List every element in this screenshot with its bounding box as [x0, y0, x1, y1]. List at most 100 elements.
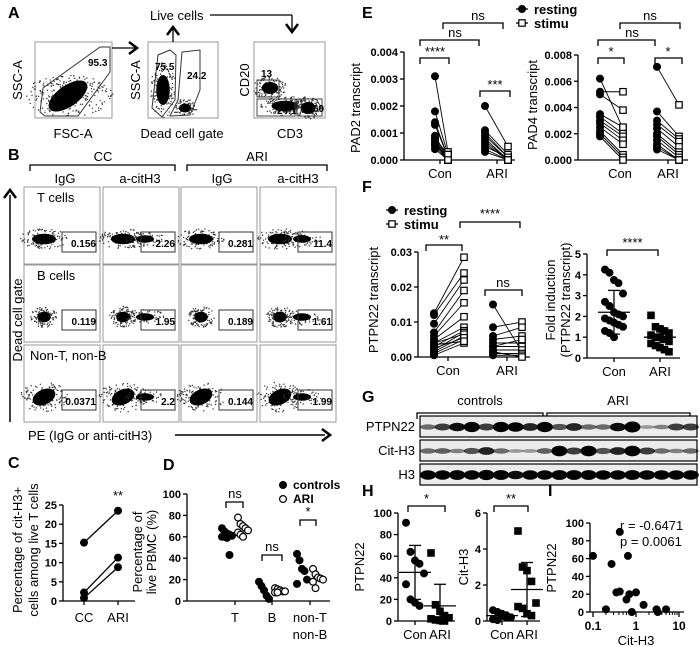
event-dot [110, 388, 113, 390]
event-dot [291, 322, 293, 324]
event-dot [154, 101, 156, 103]
event-dot [210, 318, 213, 320]
event-dot [284, 244, 287, 247]
event-dot [143, 243, 145, 245]
pair-line [484, 105, 509, 147]
event-dot [57, 232, 60, 234]
event-dot [51, 243, 53, 245]
x-tick-label: Con [490, 627, 514, 642]
data-point-stimu [619, 123, 627, 131]
dense-population [136, 313, 154, 321]
protein-band [536, 470, 553, 480]
event-dot [182, 393, 185, 396]
event-dot [57, 78, 59, 80]
event-dot [283, 397, 286, 399]
event-dot [302, 99, 304, 101]
event-dot [25, 387, 27, 389]
event-dot [159, 73, 162, 75]
event-dot [31, 401, 34, 403]
event-dot [264, 238, 267, 240]
event-dot [279, 387, 282, 389]
event-dot [264, 385, 266, 387]
event-dot [104, 234, 106, 236]
event-dot [257, 392, 260, 394]
event-dot [158, 62, 161, 65]
y-axis-label: live PBMC (%) [144, 510, 159, 595]
dense-population [111, 233, 135, 245]
event-dot [44, 404, 47, 406]
event-dot [273, 248, 276, 250]
y-axis-label: SSC-A [10, 60, 25, 100]
event-dot [84, 114, 86, 116]
panel-letter: A [8, 5, 20, 22]
event-dot [37, 325, 40, 327]
data-point-resting [595, 90, 604, 99]
protein-band [624, 421, 641, 433]
gate-value: 2.26 [156, 239, 176, 250]
y-tick-label: 0.004 [370, 47, 398, 59]
protein-band [493, 470, 509, 480]
event-dot [271, 310, 274, 312]
event-dot [53, 388, 55, 391]
protein-band [609, 447, 626, 455]
event-dot [104, 90, 107, 92]
cell-population [257, 228, 303, 250]
event-dot [32, 389, 34, 391]
event-dot [159, 312, 162, 314]
event-dot [40, 244, 42, 246]
event-dot [180, 234, 182, 236]
event-dot [170, 96, 172, 98]
event-dot [169, 75, 172, 77]
event-dot [50, 382, 53, 384]
event-dot [125, 309, 128, 311]
event-dot [217, 237, 219, 240]
event-dot [75, 109, 78, 112]
event-dot [267, 102, 269, 105]
data-point-controls [293, 579, 302, 588]
event-dot [119, 411, 122, 413]
legend-label: stimu [404, 217, 439, 232]
event-dot [98, 109, 100, 112]
gate [39, 46, 111, 117]
event-dot [273, 101, 276, 103]
event-dot [183, 388, 186, 390]
event-dot [48, 324, 51, 326]
event-dot [97, 91, 99, 93]
event-dot [129, 245, 131, 247]
event-dot [52, 400, 54, 402]
event-dot [300, 390, 302, 393]
event-dot [136, 231, 138, 234]
event-dot [207, 382, 210, 385]
pair-line [599, 136, 624, 161]
event-dot [267, 242, 269, 245]
data-point-stimu [444, 156, 452, 164]
event-dot [150, 90, 153, 92]
event-dot [284, 239, 287, 242]
event-dot [304, 320, 307, 322]
event-dot [112, 322, 115, 325]
x-tick-label: ARI [657, 166, 679, 181]
event-dot [110, 317, 113, 320]
event-dot [53, 80, 55, 83]
event-dot [191, 406, 193, 409]
pair-line [492, 321, 523, 328]
event-dot [90, 88, 93, 90]
event-dot [132, 313, 135, 315]
significance-bracket [597, 39, 656, 46]
event-dot [106, 395, 108, 397]
data-point [518, 604, 527, 613]
event-dot [34, 310, 36, 312]
event-dot [279, 111, 281, 113]
event-dot [127, 308, 129, 310]
protein-band [668, 423, 685, 431]
event-dot [275, 231, 277, 233]
y-tick-label: 0.002 [544, 129, 572, 141]
x-axis-label: FSC-A [54, 126, 93, 141]
event-dot [293, 407, 295, 409]
event-dot [277, 308, 279, 310]
event-dot [117, 323, 119, 325]
event-dot [196, 322, 198, 325]
event-dot [127, 399, 129, 401]
correlation-p: p = 0.0061 [620, 534, 682, 549]
event-dot [291, 96, 293, 98]
